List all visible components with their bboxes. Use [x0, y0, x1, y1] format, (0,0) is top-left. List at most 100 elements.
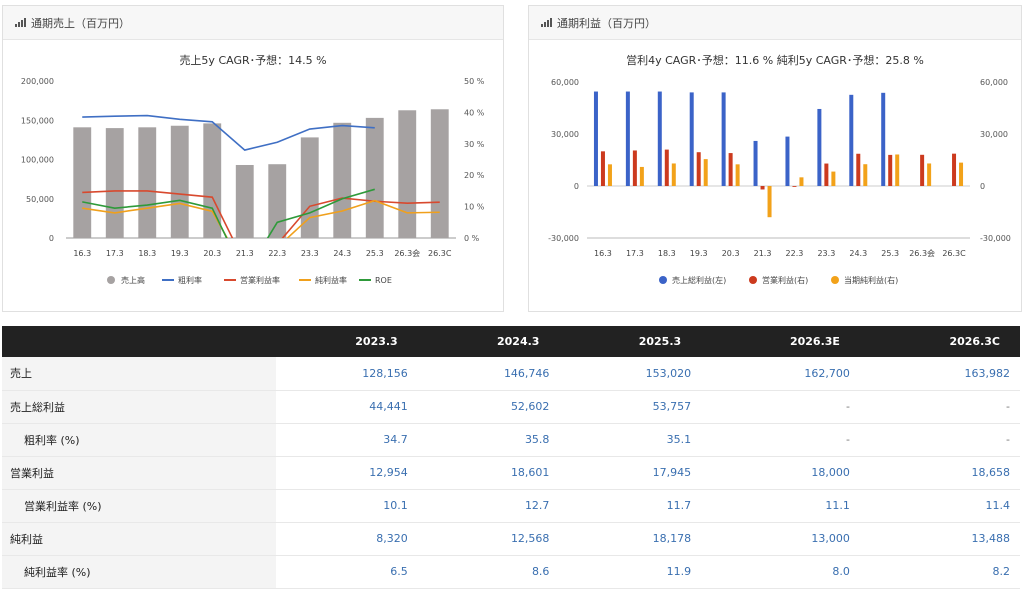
table-cell: 11.9	[559, 555, 702, 589]
line-series-1	[82, 190, 440, 238]
table-cell: 11.1	[701, 489, 860, 523]
table-cell: 13,000	[701, 522, 860, 556]
table-header-row: 2023.3 2024.3 2025.3 2026.3E 2026.3C	[2, 326, 1020, 357]
x-tick-label: 22.3	[268, 249, 286, 258]
legend-label: ROE	[375, 276, 392, 285]
bar-series-1	[824, 163, 829, 186]
x-tick-label: 26.3C	[942, 249, 966, 258]
y-tick-label-left: 50,000	[26, 195, 54, 204]
bar-series-2	[959, 162, 964, 186]
bar-sales	[398, 110, 417, 238]
bar-sales	[138, 127, 157, 238]
bar-series-2	[927, 163, 932, 186]
bar-sales	[73, 127, 92, 238]
table-row: 粗利率 (%) 34.7 35.8 35.1- -	[2, 423, 1020, 457]
legend-label: 純利益率	[315, 275, 347, 285]
signal-bars-icon	[15, 18, 26, 27]
x-tick-label: 24.3	[849, 249, 867, 258]
header-cell: 2026.3E	[701, 326, 860, 357]
header-cell: 2025.3	[559, 326, 702, 357]
table-row: 売上総利益 44,441 52,602 53,757- -	[2, 390, 1020, 424]
row-label: 営業利益率 (%)	[2, 489, 276, 523]
legend-label: 営業利益率	[240, 275, 280, 285]
bar-series-1	[632, 150, 637, 186]
bar-series-1	[920, 154, 925, 186]
financial-table: 2023.3 2024.3 2025.3 2026.3E 2026.3C 売上 1…	[2, 326, 1020, 589]
bar-series-0	[625, 91, 630, 186]
x-tick-label: 23.3	[817, 249, 835, 258]
x-tick-label: 16.3	[73, 249, 91, 258]
sales-chart: 売上5y CAGR･予想：14.5 % 0 50,000 100,000 150,000…	[21, 53, 485, 285]
bar-series-0	[721, 92, 726, 186]
x-tick-label: 26.3C	[428, 249, 452, 258]
x-tick-label: 19.3	[171, 249, 189, 258]
bar-series-2	[831, 171, 836, 186]
bar-series-0	[881, 92, 886, 186]
y-tick-label-right: 30 %	[464, 140, 485, 149]
table-cell: 162,700	[701, 357, 860, 391]
x-tick-label: 21.3	[754, 249, 772, 258]
y-tick-label-left: -30,000	[548, 234, 579, 243]
x-tick-label: 26.3会	[394, 248, 420, 258]
sales-panel: 通期売上（百万円） 売上5y CAGR･予想：14.5 % 0 50,000 100,…	[2, 5, 504, 312]
table-cell: 18,601	[417, 456, 560, 490]
legend-marker	[659, 276, 667, 284]
y-tick-label-right: 50 %	[464, 77, 485, 86]
line-series-0	[82, 114, 375, 151]
table-cell: 35.1	[559, 423, 702, 457]
table-cell: 18,658	[859, 456, 1020, 490]
bar-series-2	[767, 186, 772, 218]
table-cell: 18,000	[701, 456, 860, 490]
bar-series-2	[671, 163, 676, 186]
bar-series-1	[664, 149, 669, 186]
table-cell: 17,945	[559, 456, 702, 490]
legend-marker	[831, 276, 839, 284]
x-tick-label: 20.3	[722, 249, 740, 258]
line-series-2	[82, 199, 440, 238]
bar-series-2	[607, 164, 612, 186]
profit-panel: 通期利益（百万円） 営利4y CAGR･予想：11.6 % 純利5y CAGR･…	[528, 5, 1022, 312]
table-cell: -	[859, 423, 1020, 457]
bar-sales	[333, 122, 352, 238]
table-cell: 128,156	[276, 357, 418, 391]
row-label: 純利益率 (%)	[2, 555, 276, 589]
table-row: 営業利益 12,954 18,601 17,945 18,000 18,658	[2, 456, 1020, 490]
x-tick-label: 19.3	[690, 249, 708, 258]
legend-label: 売上総利益(左)	[672, 275, 726, 285]
bar-series-0	[593, 91, 598, 186]
y-tick-label-right: 60,000	[980, 78, 1008, 87]
x-tick-label: 17.3	[106, 249, 124, 258]
table-cell: 11.4	[859, 489, 1020, 523]
y-tick-label-left: 150,000	[21, 116, 54, 125]
y-tick-label-right: 30,000	[980, 130, 1008, 139]
row-label: 売上	[2, 357, 276, 391]
header-cell: 2023.3	[276, 326, 418, 357]
x-tick-label: 22.3	[786, 249, 804, 258]
bar-sales	[300, 137, 319, 238]
bar-series-0	[753, 140, 758, 186]
chart-title: 売上5y CAGR･予想：14.5 %	[179, 53, 326, 67]
bar-sales	[365, 117, 384, 238]
legend-marker	[749, 276, 757, 284]
line-series-3	[82, 188, 375, 238]
header-cell: 2026.3C	[859, 326, 1020, 357]
legend-label: 売上高	[121, 275, 145, 285]
y-tick-label-left: 60,000	[551, 78, 579, 87]
row-label: 純利益	[2, 522, 276, 556]
table-cell: 52,602	[417, 390, 560, 424]
y-tick-label-left: 0	[49, 234, 54, 243]
table-cell: 12.7	[417, 489, 560, 523]
x-tick-label: 23.3	[301, 249, 319, 258]
row-label: 粗利率 (%)	[2, 423, 276, 457]
table-cell: 53,757	[559, 390, 702, 424]
row-label: 営業利益	[2, 456, 276, 490]
table-cell: 44,441	[276, 390, 418, 424]
bar-series-0	[785, 136, 790, 186]
y-tick-label-right: -30,000	[980, 234, 1011, 243]
signal-bars-icon	[541, 18, 552, 27]
bar-series-2	[863, 164, 868, 186]
header-cell: 2024.3	[417, 326, 560, 357]
y-tick-label-right: 0 %	[464, 234, 480, 243]
bar-series-0	[817, 108, 822, 186]
y-tick-label-right: 10 %	[464, 203, 485, 212]
